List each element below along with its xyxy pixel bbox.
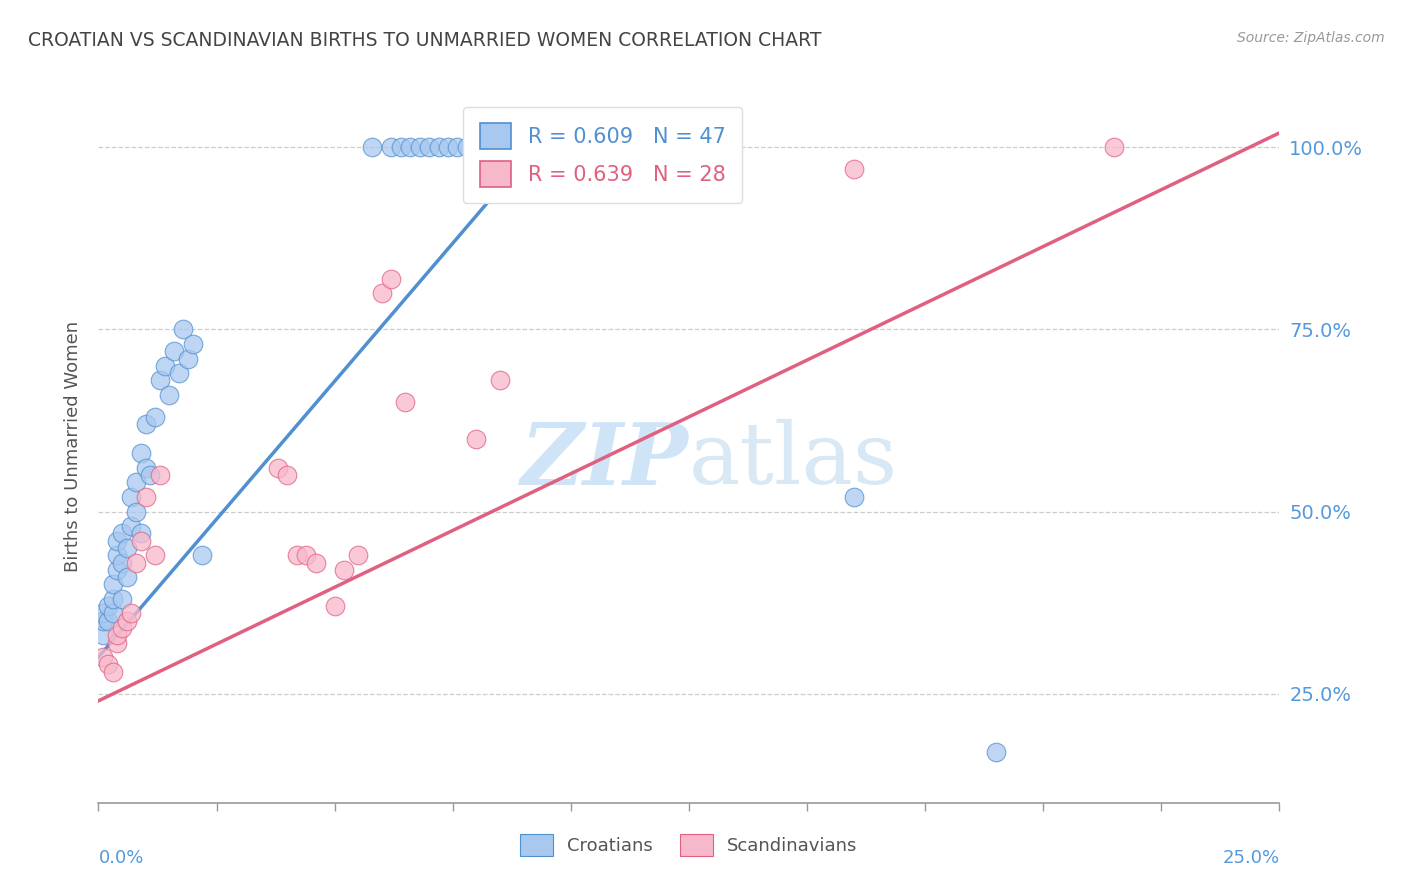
Point [295, 548, 318, 562]
Point [115, 541, 138, 555]
Point [125, 556, 148, 570]
Point [437, 140, 460, 154]
Point [276, 468, 298, 483]
Point [121, 490, 143, 504]
Point [121, 607, 143, 621]
Point [111, 591, 134, 606]
Text: atlas: atlas [689, 418, 898, 502]
Point [191, 548, 214, 562]
Point [361, 140, 384, 154]
Point [371, 286, 394, 301]
Point [97, 657, 120, 672]
Point [285, 548, 308, 562]
Text: ZIP: ZIP [522, 418, 689, 502]
Text: 0.0%: 0.0% [98, 849, 143, 867]
Point [844, 162, 866, 177]
Point [143, 548, 166, 562]
Point [105, 563, 128, 577]
Point [101, 665, 124, 679]
Point [129, 446, 152, 460]
Point [333, 563, 356, 577]
Point [135, 417, 157, 432]
Point [101, 577, 124, 591]
Point [105, 548, 128, 562]
Point [105, 635, 128, 649]
Point [984, 745, 1007, 759]
Point [389, 140, 412, 154]
Text: Source: ZipAtlas.com: Source: ZipAtlas.com [1237, 31, 1385, 45]
Point [408, 140, 430, 154]
Point [115, 614, 138, 628]
Point [97, 599, 120, 614]
Point [91, 607, 114, 621]
Point [446, 140, 468, 154]
Point [101, 591, 124, 606]
Point [380, 271, 402, 285]
Point [1102, 140, 1125, 154]
Point [135, 460, 157, 475]
Point [844, 490, 866, 504]
Point [177, 351, 200, 366]
Point [111, 556, 134, 570]
Text: 25.0%: 25.0% [1222, 849, 1279, 867]
Point [143, 409, 166, 424]
Y-axis label: Births to Unmarried Women: Births to Unmarried Women [63, 320, 82, 572]
Point [394, 395, 416, 409]
Point [111, 526, 134, 541]
Point [91, 628, 114, 642]
Point [149, 468, 172, 483]
Text: CROATIAN VS SCANDINAVIAN BIRTHS TO UNMARRIED WOMEN CORRELATION CHART: CROATIAN VS SCANDINAVIAN BIRTHS TO UNMAR… [28, 31, 821, 50]
Point [125, 475, 148, 490]
Point [181, 337, 204, 351]
Point [129, 533, 152, 548]
Point [153, 359, 176, 373]
Point [163, 344, 186, 359]
Point [418, 140, 440, 154]
Point [121, 519, 143, 533]
Point [427, 140, 450, 154]
Point [111, 621, 134, 635]
Point [101, 607, 124, 621]
Point [91, 650, 114, 665]
Point [267, 460, 290, 475]
Point [347, 548, 370, 562]
Point [489, 374, 512, 388]
Point [323, 599, 346, 614]
Point [465, 432, 488, 446]
Point [135, 490, 157, 504]
Point [105, 628, 128, 642]
Point [105, 533, 128, 548]
Point [380, 140, 402, 154]
Point [149, 374, 172, 388]
Point [167, 366, 190, 380]
Point [139, 468, 162, 483]
Point [91, 614, 114, 628]
Legend: Croatians, Scandinavians: Croatians, Scandinavians [512, 825, 866, 865]
Point [305, 556, 328, 570]
Point [172, 322, 194, 336]
Point [115, 570, 138, 584]
Point [399, 140, 422, 154]
Point [157, 388, 180, 402]
Point [125, 504, 148, 518]
Point [97, 614, 120, 628]
Point [456, 140, 478, 154]
Point [129, 526, 152, 541]
